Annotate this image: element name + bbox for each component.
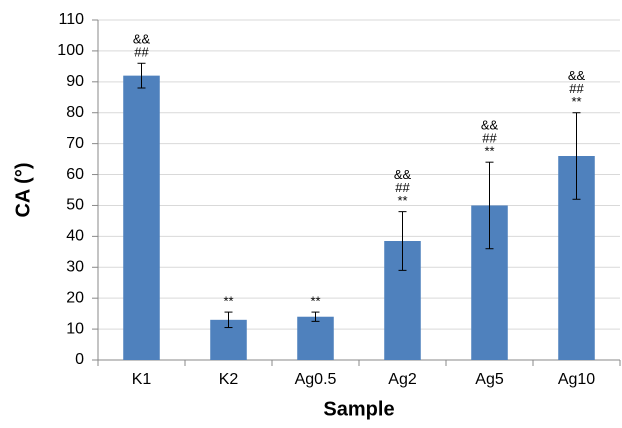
significance-label: **: [397, 193, 407, 208]
error-bar: [224, 311, 233, 329]
significance-label: **: [223, 294, 233, 309]
significance-label: &&: [481, 118, 499, 133]
y-axis-title: CA (°): [12, 162, 34, 217]
y-tick-label: 40: [66, 228, 84, 245]
significance-label: ##: [569, 81, 584, 96]
y-tick-label: 10: [66, 320, 84, 337]
bar: [297, 316, 334, 360]
y-tick-label: 30: [66, 258, 84, 275]
y-tick-label: 60: [66, 166, 84, 183]
x-tick-label: Ag10: [558, 371, 595, 388]
y-tick-label: 110: [58, 11, 84, 28]
error-bar: [137, 62, 146, 89]
error-bar: [311, 311, 320, 322]
error-bar: [485, 161, 494, 250]
y-tick-label: 90: [66, 73, 84, 90]
x-tick-label: Ag5: [475, 371, 504, 388]
error-bar: [572, 112, 581, 200]
y-tick-label: 20: [66, 289, 84, 306]
x-tick-label: K1: [132, 371, 152, 388]
x-tick-label: K2: [219, 371, 239, 388]
significance-label: ##: [482, 131, 497, 146]
significance-label: ##: [134, 45, 149, 60]
x-axis-title: Sample: [323, 398, 394, 420]
significance-label: ##: [395, 180, 410, 195]
significance-label: **: [310, 294, 320, 309]
x-tick-label: Ag0.5: [295, 371, 337, 388]
significance-label: **: [571, 94, 581, 109]
y-tick-label: 50: [66, 197, 84, 214]
y-tick-label: 100: [57, 42, 84, 59]
bar: [123, 75, 160, 361]
significance-label: &&: [568, 68, 586, 83]
y-tick-label: 0: [75, 351, 84, 368]
error-bar: [398, 211, 407, 271]
x-tick-label: Ag2: [388, 371, 417, 388]
y-tick-label: 70: [66, 135, 84, 152]
y-tick-label: 80: [66, 104, 84, 121]
significance-label: **: [484, 144, 494, 159]
significance-label: &&: [394, 167, 412, 182]
significance-label: &&: [133, 32, 151, 47]
